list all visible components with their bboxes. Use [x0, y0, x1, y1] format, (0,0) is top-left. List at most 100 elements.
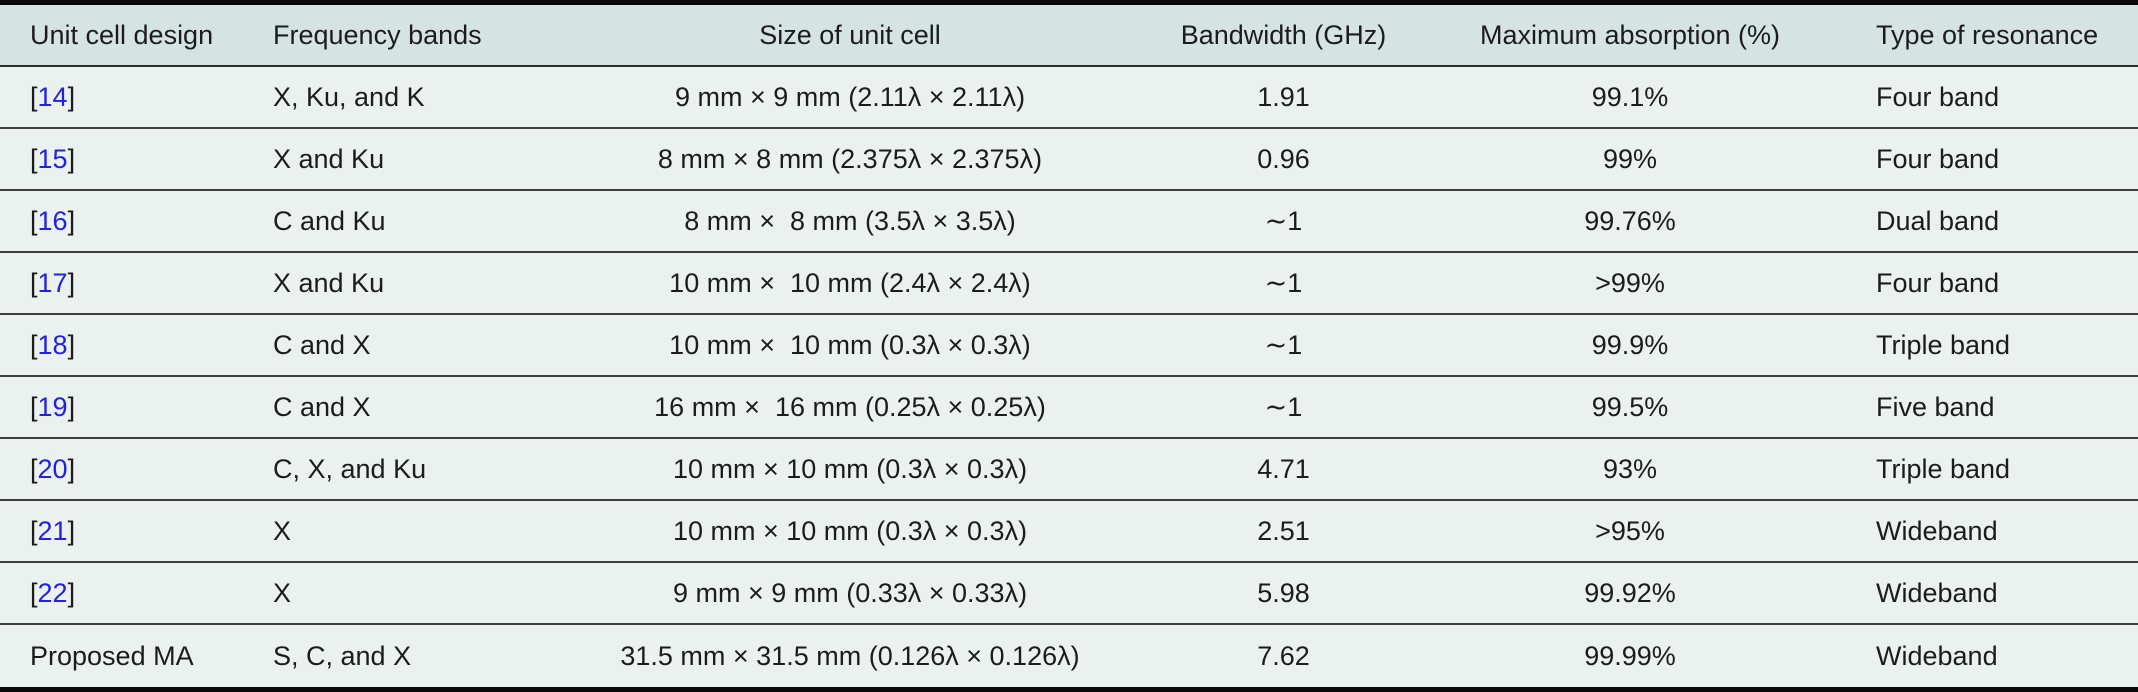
bands-cell: C and X [273, 315, 523, 377]
bands-cell: X [273, 563, 523, 625]
table-row: [15] X and Ku 8 mm × 8 mm (2.375λ × 2.37… [0, 129, 2138, 191]
citation-link[interactable]: 15 [37, 143, 68, 174]
resonance-cell: Wideband [1870, 563, 2138, 625]
bands-cell: X and Ku [273, 253, 523, 315]
citation-bracket-open: [ [30, 81, 38, 112]
citation-link[interactable]: 22 [37, 577, 68, 608]
citation-bracket-open: [ [30, 515, 38, 546]
bandwidth-cell: ∼1 [1177, 377, 1390, 439]
table-body: [14] X, Ku, and K 9 mm × 9 mm (2.11λ × 2… [0, 67, 2138, 687]
size-cell: 10 mm × 10 mm (0.3λ × 0.3λ) [523, 501, 1177, 563]
absorption-cell: 99.1% [1390, 67, 1870, 129]
size-cell: 9 mm × 9 mm (0.33λ × 0.33λ) [523, 563, 1177, 625]
design-cell: [15] [0, 129, 273, 191]
resonance-cell: Four band [1870, 253, 2138, 315]
bandwidth-cell: 5.98 [1177, 563, 1390, 625]
citation-link[interactable]: 18 [37, 329, 68, 360]
citation-link[interactable]: 19 [37, 391, 68, 422]
resonance-cell: Four band [1870, 67, 2138, 129]
bands-cell: C, X, and Ku [273, 439, 523, 501]
bands-cell: X, Ku, and K [273, 67, 523, 129]
table-row: [17] X and Ku 10 mm × 10 mm (2.4λ × 2.4λ… [0, 253, 2138, 315]
resonance-cell: Dual band [1870, 191, 2138, 253]
size-cell: 10 mm × 10 mm (0.3λ × 0.3λ) [523, 315, 1177, 377]
citation-bracket-open: [ [30, 143, 38, 174]
resonance-cell: Triple band [1870, 439, 2138, 501]
size-cell: 31.5 mm × 31.5 mm (0.126λ × 0.126λ) [523, 625, 1177, 687]
bands-cell: C and Ku [273, 191, 523, 253]
table-row: Proposed MA S, C, and X 31.5 mm × 31.5 m… [0, 625, 2138, 687]
table-row: [22] X 9 mm × 9 mm (0.33λ × 0.33λ) 5.98 … [0, 563, 2138, 625]
bands-cell: C and X [273, 377, 523, 439]
citation-bracket-close: ] [67, 329, 76, 360]
absorption-cell: >99% [1390, 253, 1870, 315]
absorption-cell: 99% [1390, 129, 1870, 191]
citation-link[interactable]: 17 [37, 267, 68, 298]
resonance-cell: Triple band [1870, 315, 2138, 377]
size-cell: 10 mm × 10 mm (2.4λ × 2.4λ) [523, 253, 1177, 315]
citation-bracket-open: [ [30, 267, 38, 298]
citation-bracket-open: [ [30, 577, 38, 608]
design-cell: Proposed MA [0, 625, 273, 687]
bandwidth-cell: 1.91 [1177, 67, 1390, 129]
bandwidth-cell: 0.96 [1177, 129, 1390, 191]
citation-bracket-open: [ [30, 391, 38, 422]
absorption-cell: 99.92% [1390, 563, 1870, 625]
bandwidth-cell: ∼1 [1177, 191, 1390, 253]
bands-cell: S, C, and X [273, 625, 523, 687]
size-cell: 10 mm × 10 mm (0.3λ × 0.3λ) [523, 439, 1177, 501]
bandwidth-cell: 2.51 [1177, 501, 1390, 563]
table-row: [21] X 10 mm × 10 mm (0.3λ × 0.3λ) 2.51 … [0, 501, 2138, 563]
design-cell: [19] [0, 377, 273, 439]
design-cell: [20] [0, 439, 273, 501]
size-cell: 9 mm × 9 mm (2.11λ × 2.11λ) [523, 67, 1177, 129]
citation-bracket-close: ] [67, 453, 76, 484]
table-row: [18] C and X 10 mm × 10 mm (0.3λ × 0.3λ)… [0, 315, 2138, 377]
design-cell: [22] [0, 563, 273, 625]
design-cell: [21] [0, 501, 273, 563]
bands-cell: X and Ku [273, 129, 523, 191]
size-cell: 8 mm × 8 mm (3.5λ × 3.5λ) [523, 191, 1177, 253]
table-row: [14] X, Ku, and K 9 mm × 9 mm (2.11λ × 2… [0, 67, 2138, 129]
citation-bracket-open: [ [30, 205, 38, 236]
table-row: [19] C and X 16 mm × 16 mm (0.25λ × 0.25… [0, 377, 2138, 439]
header-row: Unit cell design Frequency bands Size of… [0, 5, 2138, 67]
citation-bracket-close: ] [67, 391, 76, 422]
citation-link[interactable]: 20 [37, 453, 68, 484]
column-header-unit-cell-design: Unit cell design [0, 5, 273, 67]
absorption-cell: 99.5% [1390, 377, 1870, 439]
citation-link[interactable]: 14 [37, 81, 68, 112]
citation-bracket-close: ] [67, 143, 76, 174]
design-cell: [17] [0, 253, 273, 315]
column-header-type-of-resonance: Type of resonance [1870, 5, 2138, 67]
citation-bracket-open: [ [30, 329, 38, 360]
bandwidth-cell: 7.62 [1177, 625, 1390, 687]
resonance-cell: Four band [1870, 129, 2138, 191]
resonance-cell: Wideband [1870, 501, 2138, 563]
table-row: [20] C, X, and Ku 10 mm × 10 mm (0.3λ × … [0, 439, 2138, 501]
size-cell: 16 mm × 16 mm (0.25λ × 0.25λ) [523, 377, 1177, 439]
citation-bracket-close: ] [67, 267, 76, 298]
table-row: [16] C and Ku 8 mm × 8 mm (3.5λ × 3.5λ) … [0, 191, 2138, 253]
citation-link[interactable]: 16 [37, 205, 68, 236]
bandwidth-cell: 4.71 [1177, 439, 1390, 501]
absorption-cell: 99.76% [1390, 191, 1870, 253]
design-cell: [18] [0, 315, 273, 377]
design-cell: [16] [0, 191, 273, 253]
citation-bracket-close: ] [67, 515, 76, 546]
absorption-cell: 99.99% [1390, 625, 1870, 687]
bands-cell: X [273, 501, 523, 563]
bandwidth-cell: ∼1 [1177, 315, 1390, 377]
column-header-size-of-unit-cell: Size of unit cell [523, 5, 1177, 67]
design-cell: [14] [0, 67, 273, 129]
size-cell: 8 mm × 8 mm (2.375λ × 2.375λ) [523, 129, 1177, 191]
absorption-cell: >95% [1390, 501, 1870, 563]
citation-bracket-open: [ [30, 453, 38, 484]
citation-bracket-close: ] [67, 81, 76, 112]
citation-bracket-close: ] [67, 205, 76, 236]
absorption-cell: 93% [1390, 439, 1870, 501]
citation-link[interactable]: 21 [37, 515, 68, 546]
column-header-frequency-bands: Frequency bands [273, 5, 523, 67]
column-header-bandwidth: Bandwidth (GHz) [1177, 5, 1390, 67]
